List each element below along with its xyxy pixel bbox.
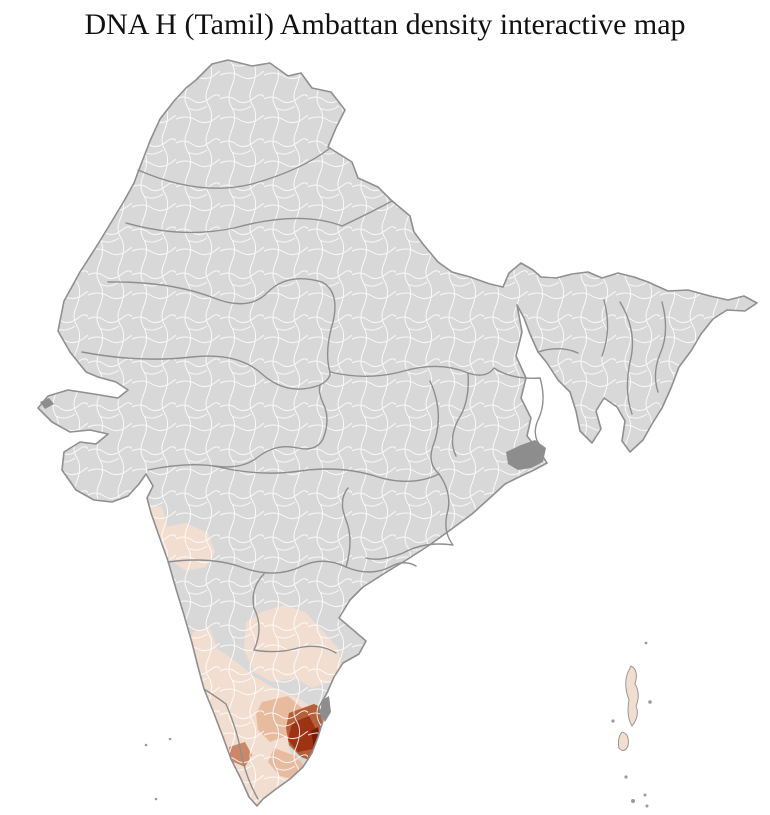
- region-coastal-south-chennai[interactable]: [316, 752, 332, 776]
- page-title: DNA H (Tamil) Ambattan density interacti…: [84, 8, 686, 41]
- andaman-main-island[interactable]: [625, 665, 639, 727]
- andaman-islands[interactable]: [617, 665, 639, 751]
- small-islands: [144, 641, 652, 808]
- andaman-south-island[interactable]: [617, 731, 629, 751]
- pulicat-lake: [320, 696, 331, 722]
- india-outline: [37, 59, 758, 807]
- state-borders: [81, 147, 667, 800]
